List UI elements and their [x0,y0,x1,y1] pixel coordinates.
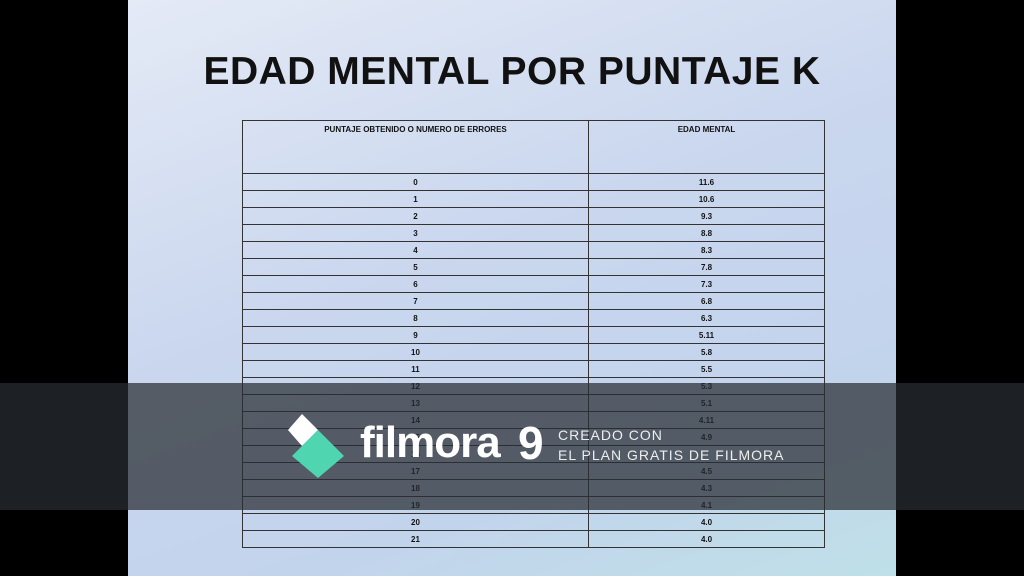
table-cell: 0 [243,174,589,190]
watermark-line: EL PLAN GRATIS DE FILMORA [558,447,785,463]
table-cell: 11.6 [698,178,715,187]
table-cell: 4.0 [700,518,713,527]
table-cell: 5.8 [700,348,713,357]
slide-title: EDAD MENTAL POR PUNTAJE K [203,50,821,93]
watermark-band [0,383,1024,510]
table-cell: 5.11 [698,331,715,340]
table-cell: 2 [243,208,589,224]
header-cell: PUNTAJE OBTENIDO O NUMERO DE ERRORES [243,121,589,173]
table-row: 8 6.3 [243,309,824,326]
table-cell: 9.3 [700,212,713,221]
table-row: 11 5.5 [243,360,824,377]
table-row: 3 8.8 [243,224,824,241]
table-row: 7 6.8 [243,292,824,309]
table-cell: 8.8 [700,229,713,238]
table-row: 2 9.3 [243,207,824,224]
table-cell: 8 [243,310,589,326]
table-row: 21 4.0 [243,530,824,547]
table-row: 0 11.6 [243,173,824,190]
table-cell: 6.8 [700,297,713,306]
table-cell: 5.5 [700,365,713,374]
table-cell: 7.8 [700,263,713,272]
header-cell: EDAD MENTAL [677,125,736,134]
table-cell: 6.3 [700,314,713,323]
table-cell: 6 [243,276,589,292]
table-cell: 10 [243,344,589,360]
watermark-line: CREADO CON [558,427,663,443]
table-cell: 7.3 [700,280,713,289]
table-row: 10 5.8 [243,343,824,360]
table-cell: 9 [243,327,589,343]
version: 9 [518,417,544,469]
brand: filmora [360,418,501,467]
table-row: 1 10.6 [243,190,824,207]
table-row: 5 7.8 [243,258,824,275]
table-cell: 4.0 [700,535,713,544]
table-cell: 7 [243,293,589,309]
table-row: 4 8.3 [243,241,824,258]
table-row: 6 7.3 [243,275,824,292]
table-row: 9 5.11 [243,326,824,343]
table-cell: 10.6 [698,195,715,204]
table-cell: 11 [243,361,589,377]
table-cell: 21 [243,531,589,547]
table-cell: 1 [243,191,589,207]
table-cell: 4 [243,242,589,258]
table-cell: 3 [243,225,589,241]
filmora-logo [288,414,344,478]
header-row: PUNTAJE OBTENIDO O NUMERO DE ERRORES EDAD… [243,121,824,173]
table-row: 20 4.0 [243,513,824,530]
table-cell: 5 [243,259,589,275]
table-cell: 20 [243,514,589,530]
table-cell: 8.3 [700,246,713,255]
